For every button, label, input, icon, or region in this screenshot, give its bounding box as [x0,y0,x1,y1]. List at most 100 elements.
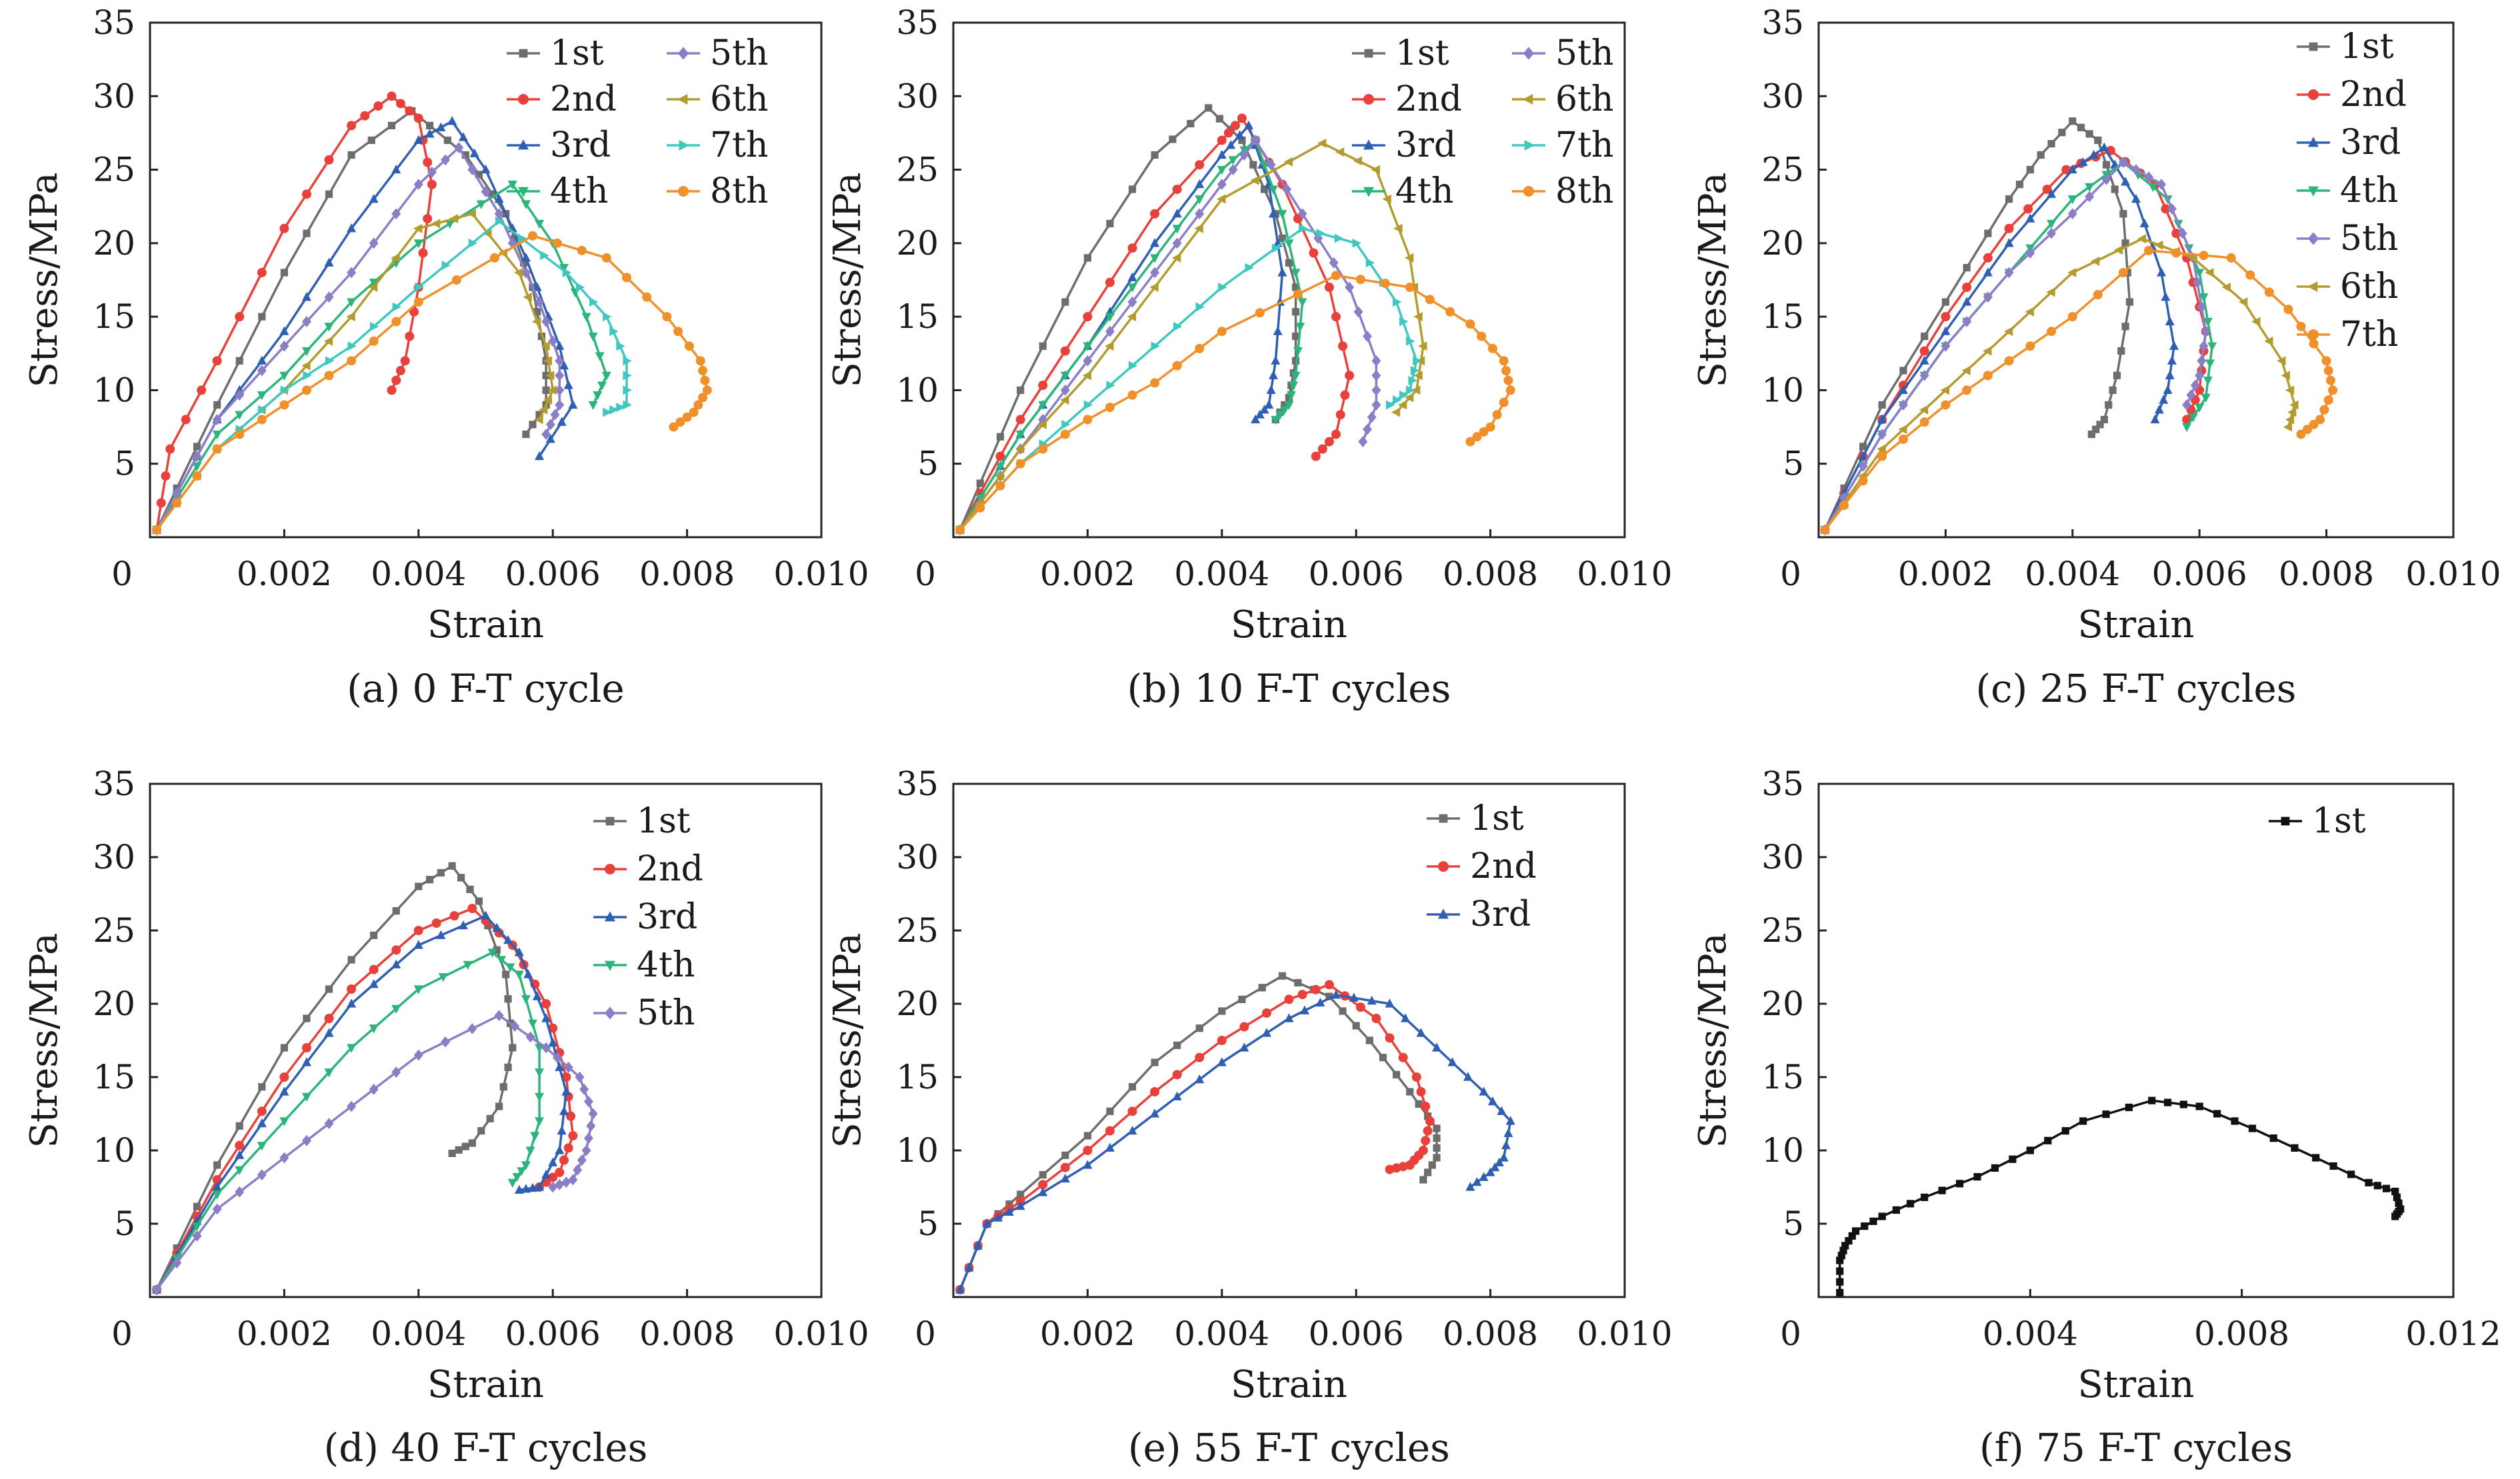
data-point [495,1102,503,1110]
data-point [192,462,202,472]
data-point [1266,385,1276,395]
legend-marker [2308,232,2319,245]
data-point [1445,307,1455,317]
data-point [1150,267,1160,279]
x-tick-label: 0.002 [237,555,332,593]
data-point [193,443,201,451]
legend-item: 6th [2297,267,2398,307]
data-point [1463,1072,1473,1081]
data-point [387,385,397,395]
data-point [541,316,551,327]
data-point [1906,1200,1915,1208]
data-point [2328,385,2338,395]
legend-marker [679,140,689,151]
data-point [1339,1007,1347,1015]
data-point [2121,239,2129,247]
panel-caption: (b) 10 F-T cycles [1127,666,1451,711]
data-point [324,291,334,303]
data-point [1127,296,1137,308]
data-point [1259,161,1269,170]
x-tick-label: 0.004 [371,555,466,593]
legend-item: 2nd [1352,79,1462,119]
data-point [522,431,530,439]
data-point [2203,317,2213,327]
data-point [534,415,543,425]
data-point [1358,436,1368,448]
data-point [467,209,476,219]
data-point [519,259,528,267]
data-point [325,985,333,993]
data-point [1362,331,1372,342]
data-point [561,1176,571,1188]
data-point [1355,275,1365,285]
data-point [557,1125,567,1135]
data-point [413,1049,423,1061]
data-point [1898,434,1908,444]
data-point [609,327,619,337]
data-point [493,946,501,954]
legend-item: 5th [593,993,695,1033]
data-point [391,317,401,327]
data-point [1083,1132,1091,1140]
data-point [541,1169,551,1179]
data-point [1195,208,1205,220]
data-point [1371,355,1381,367]
data-point [257,1118,267,1128]
data-point [1215,115,1224,123]
data-point [1331,990,1341,999]
data-point [2079,1117,2087,1125]
legend-label: 6th [1555,79,1613,119]
legend-label: 1st [637,801,691,841]
x-tick-label: 0.008 [2279,555,2374,593]
data-point [2213,1110,2221,1118]
data-point [517,1167,527,1176]
data-point [1173,321,1183,331]
series-3rd [152,116,578,534]
y-tick-label: 10 [1761,371,1804,409]
data-point [1391,407,1401,417]
data-point [1432,1042,1442,1052]
x-tick-label: 0.010 [2405,555,2501,593]
series-1st [1836,1096,2405,1296]
data-point [1223,128,1233,138]
data-point [1264,399,1274,409]
data-point [581,313,591,322]
data-point [1291,357,1300,365]
data-point [1291,283,1300,291]
legend-item: 3rd [1427,894,1531,934]
data-point [1365,1036,1373,1044]
data-point [623,356,632,366]
data-point [588,332,598,342]
data-point [1433,1124,1441,1132]
data-point [1858,460,1868,472]
data-point [535,1117,545,1126]
series-4th [152,181,611,535]
legend-item: 6th [1512,79,1613,119]
data-point [1283,157,1293,167]
data-point [395,366,405,376]
data-point [467,164,477,175]
data-point [391,959,401,968]
panel-caption: (f) 75 F-T cycles [1979,1425,2293,1470]
data-point [669,422,679,432]
data-point [2044,1136,2052,1144]
data-point [1015,1200,1025,1210]
data-point [347,1044,357,1053]
data-point [2309,419,2319,429]
data-point [1172,1070,1182,1080]
data-point [566,1111,576,1121]
data-point [1284,401,1294,411]
data-point [2165,370,2175,379]
legend-marker [605,816,615,826]
data-point [1413,356,1422,366]
data-point [555,399,565,411]
series-line [959,139,1304,531]
data-point [532,317,541,327]
data-point [603,312,612,322]
data-point [494,208,504,220]
data-point [1194,223,1203,233]
data-point [1037,419,1047,429]
data-point [1962,297,1972,306]
data-point [1261,1008,1271,1018]
data-point [1195,160,1205,170]
